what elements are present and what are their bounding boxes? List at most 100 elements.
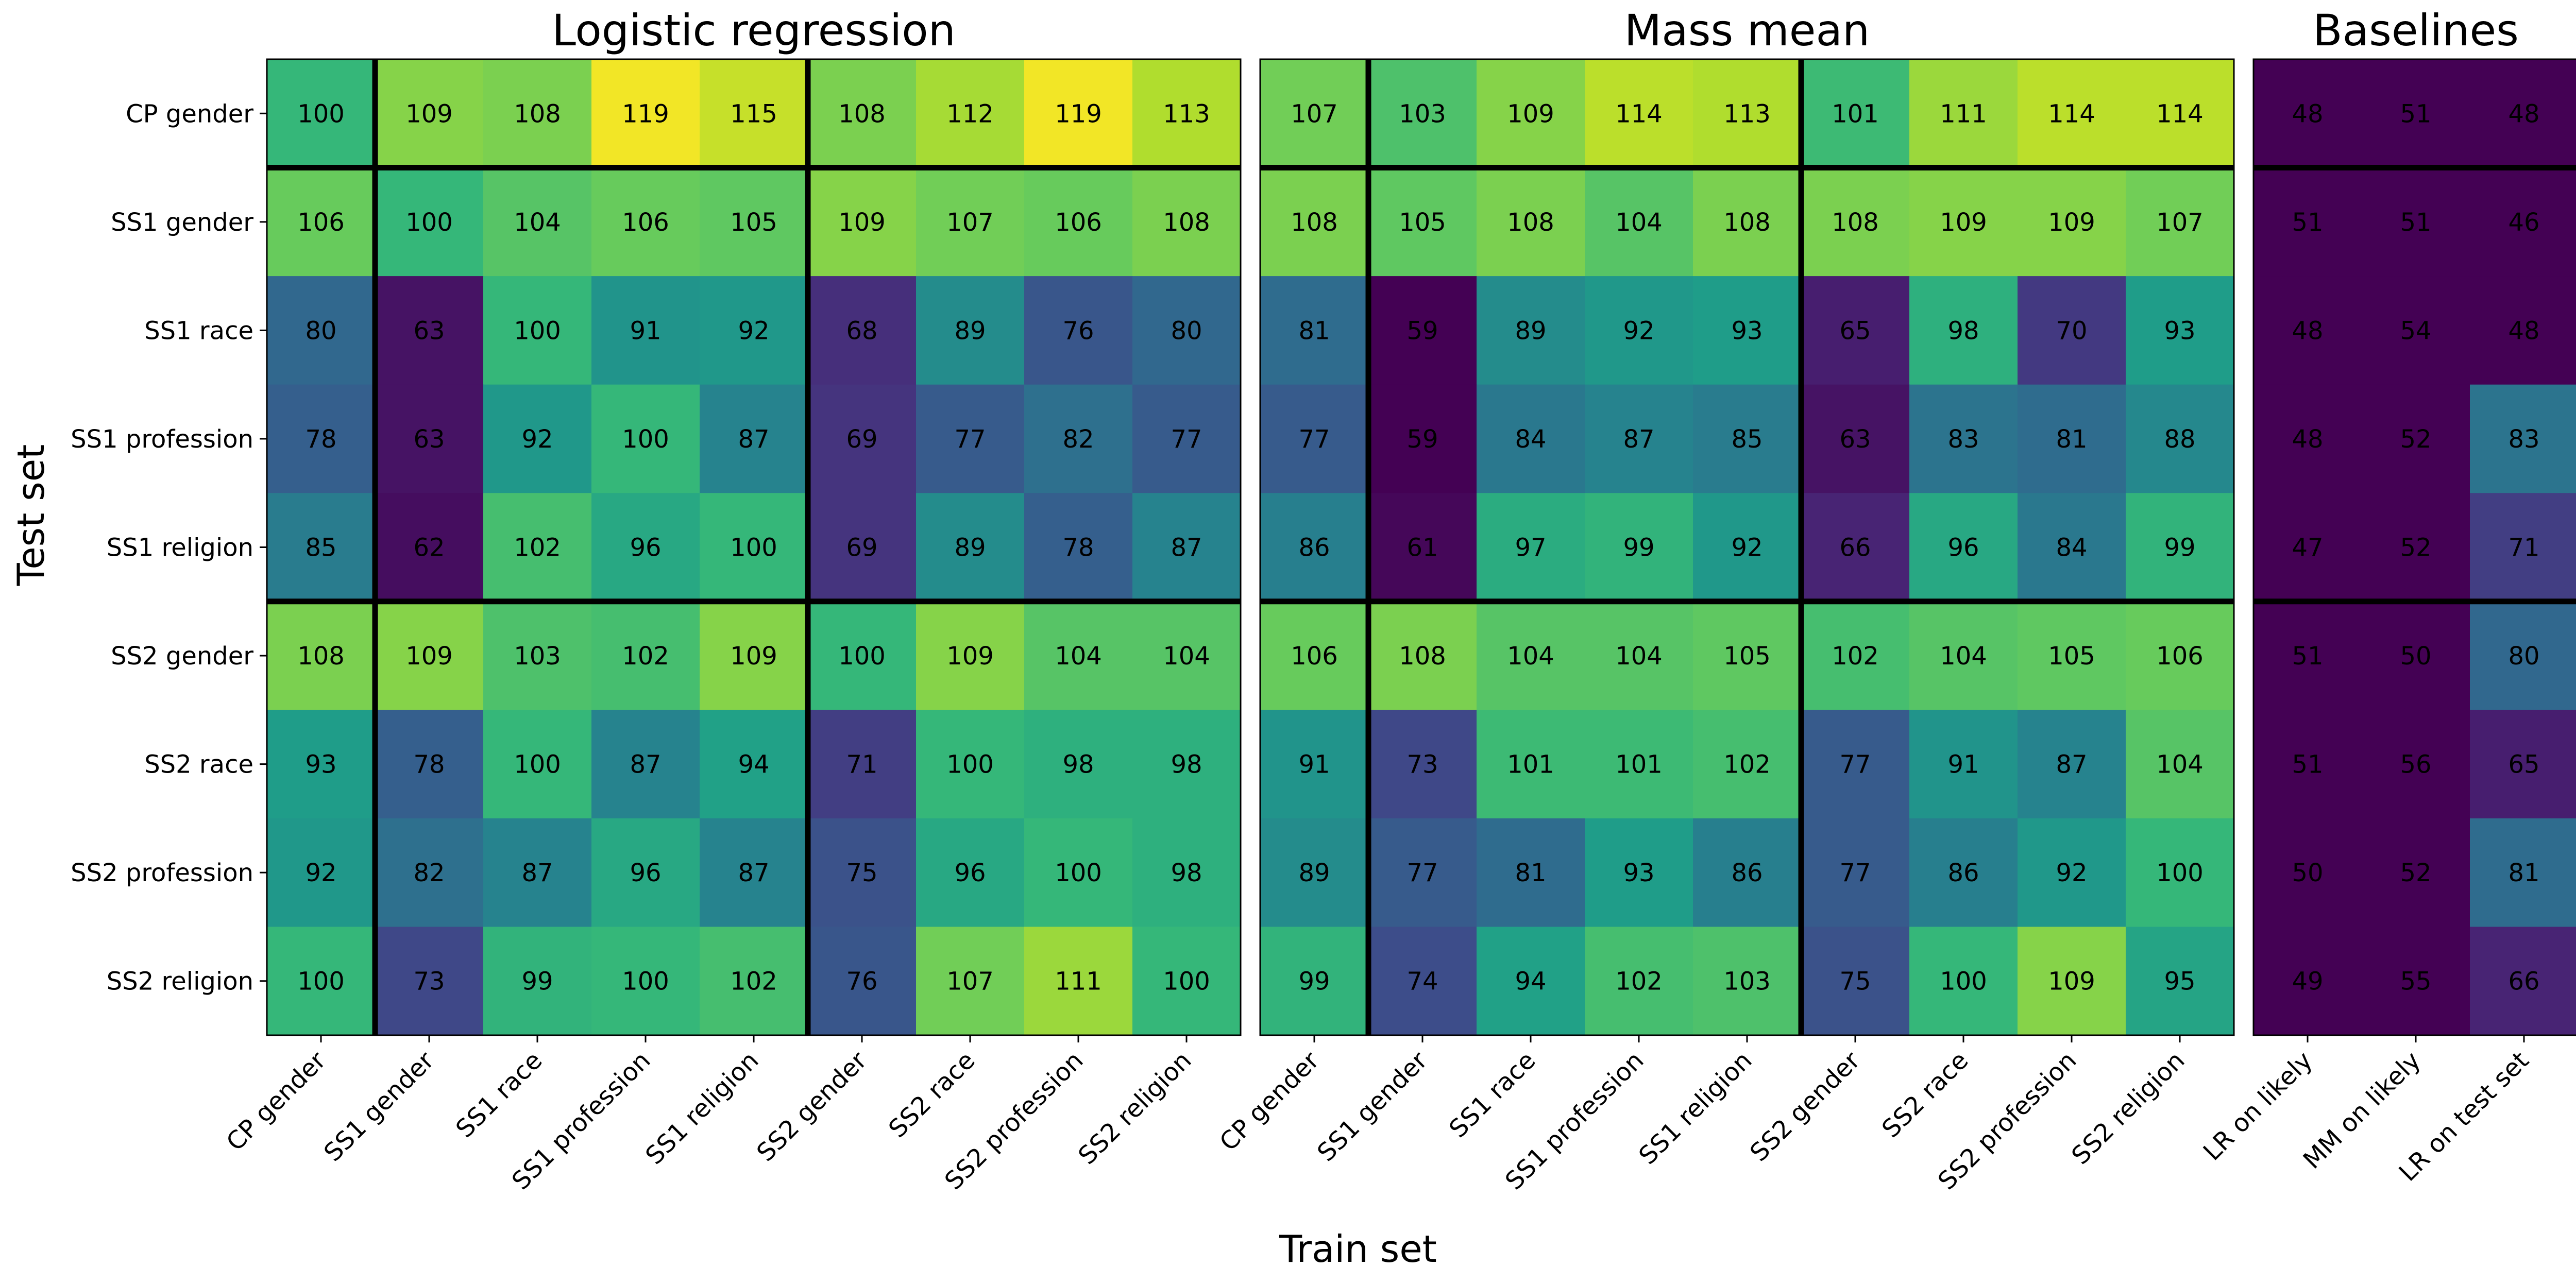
cell-value-label: 87 <box>1623 425 1654 454</box>
heatmap-cell <box>700 384 808 493</box>
cell-value-label: 50 <box>2292 859 2323 887</box>
cell-value-label: 105 <box>1399 208 1446 237</box>
heatmap-cell <box>808 927 917 1036</box>
cell-value-label: 84 <box>2056 534 2087 562</box>
heatmap-cell <box>1368 710 1477 819</box>
heatmap-cell <box>483 59 592 168</box>
cell-value-label: 77 <box>954 425 986 454</box>
cell-value-label: 87 <box>1171 534 1202 562</box>
cell-value-label: 51 <box>2292 208 2323 237</box>
cell-value-label: 94 <box>1515 967 1546 996</box>
heatmap-cell <box>2126 276 2234 385</box>
heatmap-cell <box>1132 927 1241 1036</box>
heatmap-cell <box>1585 493 1693 602</box>
cell-value-label: 100 <box>1163 967 1210 996</box>
cell-value-label: 108 <box>1291 208 1338 237</box>
cell-value-label: 83 <box>1947 425 1979 454</box>
heatmap-cell <box>2018 493 2126 602</box>
cell-value-label: 86 <box>1947 859 1979 887</box>
cell-value-label: 81 <box>2508 859 2539 887</box>
x-tick-label: SS2 religion <box>2066 1046 2190 1170</box>
heatmap-cell <box>916 818 1025 928</box>
cell-value-label: 96 <box>630 859 661 887</box>
cell-value-label: 103 <box>1399 99 1446 128</box>
cell-value-label: 89 <box>954 534 986 562</box>
cell-value-label: 71 <box>846 750 877 779</box>
cell-value-label: 109 <box>838 208 886 237</box>
cell-value-label: 104 <box>514 208 561 237</box>
heatmap-cell <box>483 601 592 710</box>
cell-value-label: 69 <box>846 534 877 562</box>
heatmap-cell <box>2362 927 2470 1036</box>
heatmap-cell <box>808 276 917 385</box>
cell-value-label: 108 <box>1399 642 1446 671</box>
cell-value-label: 99 <box>1623 534 1654 562</box>
heatmap-cell <box>2362 59 2470 168</box>
heatmap-cell <box>375 601 484 710</box>
cell-value-label: 77 <box>1839 859 1871 887</box>
cell-value-label: 119 <box>1055 99 1102 128</box>
cell-value-label: 106 <box>1055 208 1102 237</box>
cell-value-label: 94 <box>738 750 769 779</box>
heatmap-cell <box>1368 167 1477 277</box>
heatmap-cell <box>1693 493 1802 602</box>
cell-value-label: 100 <box>1940 967 1987 996</box>
heatmap-cell <box>2018 601 2126 710</box>
heatmap-cell <box>267 710 376 819</box>
cell-value-label: 111 <box>1055 967 1102 996</box>
heatmap-cell <box>2018 818 2126 928</box>
cell-value-label: 51 <box>2400 99 2431 128</box>
heatmap-cell <box>2470 710 2576 819</box>
heatmap-cell <box>700 710 808 819</box>
cell-value-label: 96 <box>954 859 986 887</box>
cell-value-label: 107 <box>946 208 994 237</box>
cell-value-label: 111 <box>1940 99 1987 128</box>
heatmap-cell <box>916 710 1025 819</box>
heatmap-cell <box>1368 818 1477 928</box>
panel-title: Baselines <box>2313 5 2519 56</box>
heatmap-cell <box>2470 59 2576 168</box>
heatmap-cell <box>2126 818 2234 928</box>
cell-value-label: 105 <box>1723 642 1771 671</box>
heatmap-cell <box>375 167 484 277</box>
heatmap-cell <box>591 818 700 928</box>
cell-value-label: 52 <box>2400 859 2431 887</box>
cell-value-label: 74 <box>1406 967 1438 996</box>
cell-value-label: 104 <box>1055 642 1102 671</box>
cell-value-label: 106 <box>1291 642 1338 671</box>
heatmap-cell <box>267 818 376 928</box>
cell-value-label: 112 <box>946 99 994 128</box>
cell-value-label: 75 <box>1839 967 1871 996</box>
heatmap-cell <box>700 818 808 928</box>
cell-value-label: 104 <box>1615 208 1663 237</box>
cell-value-label: 106 <box>622 208 669 237</box>
heatmap-cell <box>1693 167 1802 277</box>
cell-value-label: 59 <box>1406 425 1438 454</box>
heatmap-cell <box>2018 384 2126 493</box>
heatmap-cell <box>1260 493 1369 602</box>
heatmap-cell <box>700 927 808 1036</box>
heatmap-cell <box>1909 384 2018 493</box>
heatmap-cell <box>1477 710 1585 819</box>
cell-value-label: 63 <box>413 316 445 345</box>
heatmap-cell <box>2362 384 2470 493</box>
cell-value-label: 73 <box>413 967 445 996</box>
heatmap-cell <box>2253 493 2362 602</box>
heatmap-cell <box>1477 927 1585 1036</box>
cell-value-label: 80 <box>1171 316 1202 345</box>
cell-value-label: 102 <box>514 534 561 562</box>
heatmap-cell <box>2253 927 2362 1036</box>
heatmap-cell <box>483 927 592 1036</box>
cell-value-label: 81 <box>1515 859 1546 887</box>
heatmap-cell <box>808 167 917 277</box>
heatmap-cell <box>916 493 1025 602</box>
heatmap-cell <box>1693 818 1802 928</box>
heatmap-cell <box>375 384 484 493</box>
heatmap-cell <box>1477 384 1585 493</box>
cell-value-label: 96 <box>1947 534 1979 562</box>
heatmap-cell <box>2470 818 2576 928</box>
heatmap-cell <box>2470 601 2576 710</box>
cell-value-label: 104 <box>1940 642 1987 671</box>
x-tick-label: SS1 gender <box>1312 1046 1433 1168</box>
heatmap-cell <box>1585 384 1693 493</box>
